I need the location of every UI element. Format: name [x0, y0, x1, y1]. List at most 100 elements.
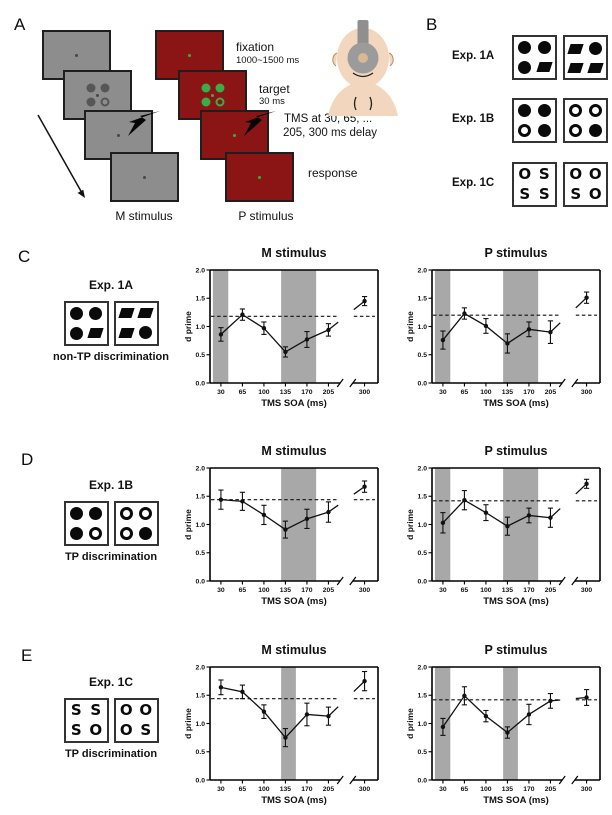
svg-text:300: 300 — [581, 786, 593, 793]
svg-text:TMS SOA (ms): TMS SOA (ms) — [261, 596, 327, 607]
stimulus-box — [113, 501, 159, 546]
svg-text:1.0: 1.0 — [418, 522, 428, 529]
svg-text:30: 30 — [217, 587, 225, 594]
svg-text:135: 135 — [280, 587, 292, 594]
svg-text:30: 30 — [217, 786, 225, 793]
svg-text:100: 100 — [258, 587, 270, 594]
panel-label-a: A — [14, 15, 26, 34]
svg-text:1.5: 1.5 — [418, 693, 428, 700]
svg-text:205: 205 — [545, 786, 557, 793]
stimulus-glyph-fc — [89, 507, 103, 521]
svg-text:65: 65 — [239, 587, 247, 594]
svg-text:300: 300 — [359, 786, 371, 793]
chart-title: P stimulus — [484, 643, 548, 657]
svg-text:135: 135 — [502, 786, 514, 793]
stimulus-box — [563, 35, 608, 80]
svg-text:100: 100 — [480, 389, 492, 396]
stimulus-box — [63, 301, 109, 346]
stimulus-glyph-oc — [569, 104, 583, 118]
svg-text:300: 300 — [359, 587, 371, 594]
exp-1b-label: Exp. 1B — [452, 113, 495, 125]
time-arrow-icon — [37, 114, 85, 198]
chart-title: M stimulus — [261, 246, 327, 260]
stimulus-glyph-S: S — [90, 701, 102, 720]
stimulus-glyph-fc — [89, 307, 103, 321]
fixation-dot — [75, 53, 78, 57]
fixation-dot — [143, 175, 146, 179]
svg-text:205: 205 — [323, 389, 335, 396]
stimulus-glyph-pg — [118, 327, 135, 338]
exp-1a-label: Exp. 1A — [452, 50, 495, 62]
target-dots — [201, 83, 224, 107]
svg-text:30: 30 — [439, 389, 447, 396]
svg-text:300: 300 — [581, 389, 593, 396]
svg-text:0.0: 0.0 — [196, 380, 206, 387]
svg-text:1.0: 1.0 — [418, 324, 428, 331]
stimulus-box — [113, 301, 159, 346]
stimulus-glyph-fc — [518, 60, 532, 74]
panel-label-c: C — [18, 247, 31, 266]
svg-text:1.5: 1.5 — [418, 296, 428, 303]
svg-text:d prime: d prime — [183, 311, 193, 342]
stimulus-glyph-fc — [537, 41, 551, 55]
p-stimulus-label: P stimulus — [238, 209, 294, 223]
svg-text:65: 65 — [239, 389, 247, 396]
svg-text:TMS SOA (ms): TMS SOA (ms) — [483, 795, 549, 806]
svg-text:0.0: 0.0 — [196, 578, 206, 585]
fixation-dot — [188, 53, 191, 57]
fixation-label: fixation — [236, 40, 275, 54]
svg-text:2.0: 2.0 — [196, 664, 206, 671]
svg-text:135: 135 — [280, 389, 292, 396]
stimulus-glyph-S: S — [538, 165, 550, 184]
fixation-dot — [258, 175, 261, 179]
svg-text:170: 170 — [523, 389, 535, 396]
stimulus-glyph-O: O — [588, 165, 602, 184]
stimulus-glyph-S: S — [70, 720, 82, 739]
stimulus-glyph-S: S — [538, 184, 550, 203]
chart-title: P stimulus — [484, 246, 548, 260]
svg-text:65: 65 — [239, 786, 247, 793]
stimulus-glyph-fc — [69, 507, 83, 521]
stimulus-glyph-oc — [518, 123, 532, 137]
svg-text:135: 135 — [502, 389, 514, 396]
stimulus-glyph-O: O — [119, 720, 133, 739]
svg-text:100: 100 — [480, 786, 492, 793]
stimulus-glyph-fc — [537, 123, 551, 137]
stimulus-glyph-fc — [518, 41, 532, 55]
svg-text:100: 100 — [480, 587, 492, 594]
chart-title: M stimulus — [261, 643, 327, 657]
svg-text:135: 135 — [280, 786, 292, 793]
stimulus-glyph-oc — [139, 507, 153, 521]
svg-text:0.0: 0.0 — [418, 578, 428, 585]
m-stimulus-label: M stimulus — [115, 209, 173, 223]
stimulus-glyph-oc — [588, 104, 602, 118]
stimulus-glyph-fc — [518, 104, 532, 118]
svg-text:1.0: 1.0 — [196, 324, 206, 331]
svg-text:d prime: d prime — [183, 509, 193, 540]
stimulus-glyph-fc — [69, 326, 83, 340]
fixation-dot — [117, 133, 120, 137]
m-screen-response — [110, 152, 179, 202]
stimulus-glyph-fc — [537, 104, 551, 118]
svg-text:1.5: 1.5 — [418, 494, 428, 501]
chart-d-p-stimulus: P stimulus 0.0 0.5 1.0 1.5 2.0 30 65 100 135 170 2… — [404, 444, 604, 610]
chart-e-p-stimulus: P stimulus 0.0 0.5 1.0 1.5 2.0 30 65 100 135 170 2… — [404, 643, 604, 809]
svg-text:TMS SOA (ms): TMS SOA (ms) — [483, 596, 549, 607]
svg-text:300: 300 — [581, 587, 593, 594]
svg-text:0.5: 0.5 — [418, 550, 428, 557]
svg-text:0.5: 0.5 — [196, 352, 206, 359]
stimulus-glyph-fc — [588, 123, 602, 137]
svg-text:0.5: 0.5 — [418, 749, 428, 756]
stimulus-glyph-pg — [567, 63, 584, 73]
tms-coil-head-icon — [328, 20, 398, 116]
svg-text:0.5: 0.5 — [418, 352, 428, 359]
svg-text:d prime: d prime — [183, 708, 193, 739]
svg-text:0.5: 0.5 — [196, 550, 206, 557]
exp-card-title: Exp. 1A — [88, 278, 133, 292]
svg-text:205: 205 — [545, 389, 557, 396]
svg-text:170: 170 — [301, 389, 313, 396]
